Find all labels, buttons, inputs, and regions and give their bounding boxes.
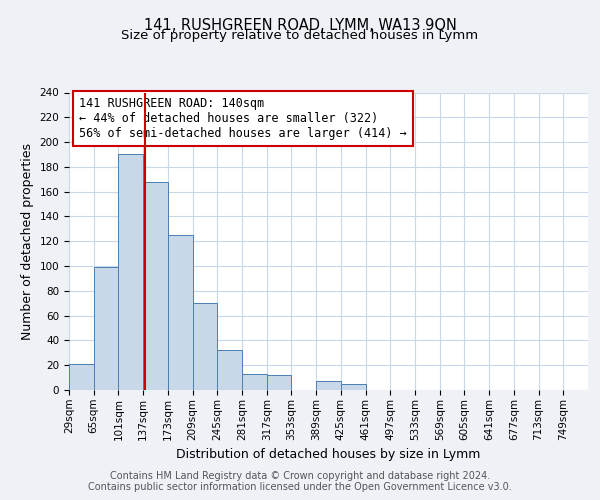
Bar	[94, 268, 118, 390]
Bar	[242, 374, 267, 390]
Bar	[217, 350, 242, 390]
Text: Contains HM Land Registry data © Crown copyright and database right 2024.: Contains HM Land Registry data © Crown c…	[110, 471, 490, 481]
Text: 141 RUSHGREEN ROAD: 140sqm
← 44% of detached houses are smaller (322)
56% of sem: 141 RUSHGREEN ROAD: 140sqm ← 44% of deta…	[79, 97, 407, 140]
X-axis label: Distribution of detached houses by size in Lymm: Distribution of detached houses by size …	[176, 448, 481, 461]
Bar	[193, 303, 217, 390]
Bar	[118, 154, 143, 390]
Bar	[69, 364, 94, 390]
Bar	[316, 382, 341, 390]
Text: 141, RUSHGREEN ROAD, LYMM, WA13 9QN: 141, RUSHGREEN ROAD, LYMM, WA13 9QN	[143, 18, 457, 32]
Bar	[341, 384, 365, 390]
Text: Contains public sector information licensed under the Open Government Licence v3: Contains public sector information licen…	[88, 482, 512, 492]
Y-axis label: Number of detached properties: Number of detached properties	[21, 143, 34, 340]
Bar	[267, 375, 292, 390]
Bar	[168, 235, 193, 390]
Bar	[143, 182, 168, 390]
Text: Size of property relative to detached houses in Lymm: Size of property relative to detached ho…	[121, 30, 479, 43]
